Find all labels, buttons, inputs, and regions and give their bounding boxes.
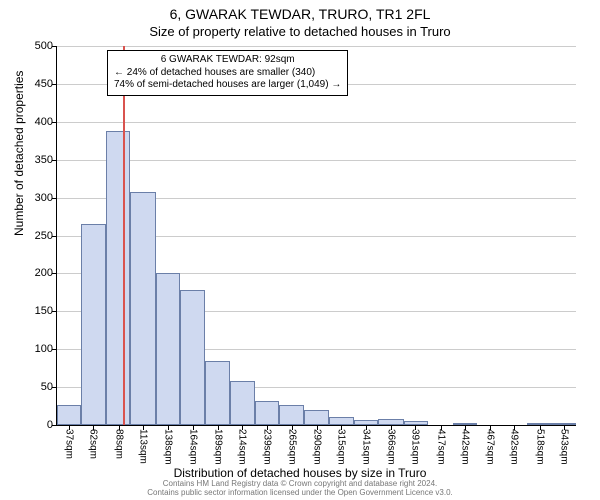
x-tick-label: 37sqm xyxy=(63,429,74,459)
histogram-bar xyxy=(130,192,155,425)
x-axis-label: Distribution of detached houses by size … xyxy=(0,466,600,480)
histogram-bar xyxy=(106,131,130,425)
x-tick-label: 164sqm xyxy=(188,429,199,465)
chart-footer: Contains HM Land Registry data © Crown c… xyxy=(0,480,600,498)
annotation-line-2: ← 24% of detached houses are smaller (34… xyxy=(114,67,341,80)
y-tick-label: 50 xyxy=(41,381,57,393)
histogram-bar xyxy=(57,405,81,425)
y-tick-label: 250 xyxy=(35,230,57,242)
y-tick-label: 500 xyxy=(35,40,57,52)
histogram-bar xyxy=(156,273,180,425)
x-tick-label: 391sqm xyxy=(410,429,421,465)
histogram-bar xyxy=(279,405,303,425)
plot-area: 05010015020025030035040045050037sqm62sqm… xyxy=(56,46,576,426)
x-tick-label: 290sqm xyxy=(311,429,322,465)
x-tick-label: 442sqm xyxy=(460,429,471,465)
x-tick-label: 341sqm xyxy=(361,429,372,465)
x-tick-label: 315sqm xyxy=(335,429,346,465)
reference-line xyxy=(123,46,125,425)
histogram-bar xyxy=(205,361,230,425)
histogram-bar xyxy=(329,417,353,425)
x-tick-label: 88sqm xyxy=(113,429,124,459)
annotation-line-3: 74% of semi-detached houses are larger (… xyxy=(114,79,341,92)
x-tick-label: 265sqm xyxy=(287,429,298,465)
gridline xyxy=(57,122,576,123)
gridline xyxy=(57,46,576,47)
y-tick-label: 400 xyxy=(35,116,57,128)
x-tick-label: 543sqm xyxy=(559,429,570,465)
y-tick-label: 200 xyxy=(35,267,57,279)
y-tick-label: 350 xyxy=(35,154,57,166)
x-tick-label: 239sqm xyxy=(261,429,272,465)
y-tick-label: 0 xyxy=(47,419,57,431)
annotation-box: 6 GWARAK TEWDAR: 92sqm ← 24% of detached… xyxy=(107,50,348,96)
chart-container: 6, GWARAK TEWDAR, TRURO, TR1 2FL Size of… xyxy=(0,0,600,500)
x-tick-label: 113sqm xyxy=(138,429,149,464)
x-tick-label: 138sqm xyxy=(162,429,173,465)
x-tick-label: 518sqm xyxy=(534,429,545,465)
histogram-bar xyxy=(230,381,254,425)
x-tick-label: 366sqm xyxy=(385,429,396,465)
chart-title-sub: Size of property relative to detached ho… xyxy=(0,24,600,39)
chart-title-main: 6, GWARAK TEWDAR, TRURO, TR1 2FL xyxy=(0,6,600,22)
histogram-bar xyxy=(304,410,329,425)
x-tick-label: 417sqm xyxy=(435,429,446,465)
histogram-bar xyxy=(255,401,279,425)
histogram-bar xyxy=(81,224,105,425)
y-tick-label: 150 xyxy=(35,305,57,317)
footer-line-2: Contains public sector information licen… xyxy=(0,489,600,498)
annotation-line-1: 6 GWARAK TEWDAR: 92sqm xyxy=(114,54,341,67)
x-tick-label: 214sqm xyxy=(237,429,248,465)
histogram-bar xyxy=(180,290,204,425)
x-tick-label: 467sqm xyxy=(484,429,495,465)
x-tick-label: 492sqm xyxy=(509,429,520,465)
y-axis-label: Number of detached properties xyxy=(12,71,26,236)
x-tick-label: 189sqm xyxy=(212,429,223,465)
x-tick-label: 62sqm xyxy=(88,429,99,459)
gridline xyxy=(57,160,576,161)
y-tick-label: 450 xyxy=(35,78,57,90)
y-tick-label: 300 xyxy=(35,192,57,204)
y-tick-label: 100 xyxy=(35,343,57,355)
